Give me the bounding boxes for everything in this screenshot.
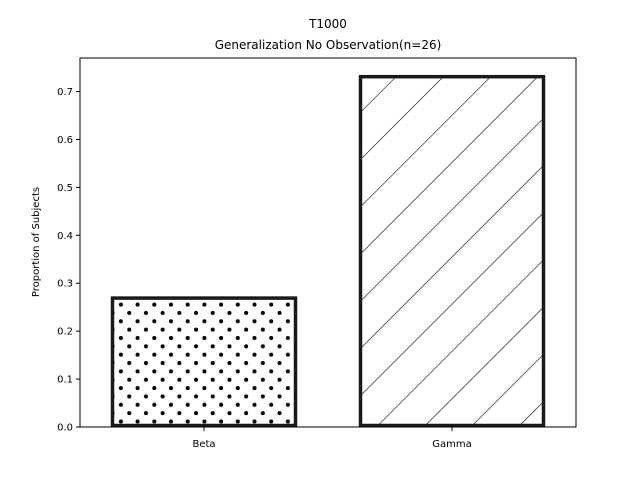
y-tick-label: 0.0 bbox=[57, 423, 73, 434]
y-tick-label: 0.2 bbox=[57, 327, 73, 338]
bar-gamma bbox=[358, 74, 546, 428]
y-axis-label: Proportion of Subjects bbox=[31, 187, 42, 297]
chart-title: T1000 bbox=[308, 17, 347, 31]
y-tick-label: 0.3 bbox=[57, 279, 73, 290]
x-tick-label: Beta bbox=[192, 439, 215, 450]
y-tick-label: 0.6 bbox=[57, 135, 73, 146]
y-tick-label: 0.4 bbox=[57, 231, 73, 242]
y-tick-label: 0.1 bbox=[57, 375, 73, 386]
plot-frame bbox=[79, 57, 577, 428]
bar-beta bbox=[110, 296, 298, 428]
chart-subtitle: Generalization No Observation(n=26) bbox=[215, 38, 442, 52]
x-tick-label: Gamma bbox=[432, 439, 472, 450]
y-tick-label: 0.5 bbox=[57, 183, 73, 194]
y-tick-label: 0.7 bbox=[57, 87, 73, 98]
